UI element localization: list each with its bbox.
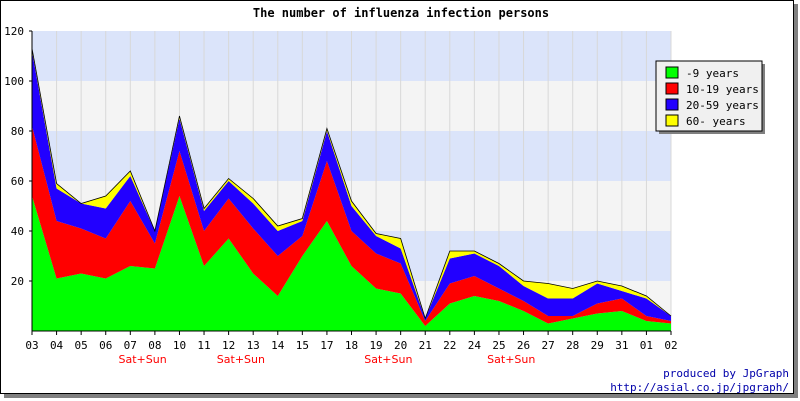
x-tick-label-6: 10 bbox=[173, 339, 186, 352]
x-tick-label-21: 27 bbox=[541, 339, 554, 352]
x-tick-label-22: 28 bbox=[566, 339, 579, 352]
x-tick-label-7: 11 bbox=[197, 339, 210, 352]
weekend-label-1: Sat+Sun bbox=[217, 353, 265, 366]
legend-label-0: -9 years bbox=[686, 67, 739, 80]
x-tick-label-14: 19 bbox=[369, 339, 382, 352]
legend: -9 years 10-19 years 20-59 years 60- years bbox=[655, 60, 765, 134]
x-tick-label-18: 24 bbox=[468, 339, 482, 352]
legend-label-3: 60- years bbox=[686, 115, 746, 128]
x-tick-label-13: 18 bbox=[345, 339, 358, 352]
x-tick-label-17: 22 bbox=[443, 339, 456, 352]
y-tick-label-40: 40 bbox=[11, 225, 24, 238]
x-tick-label-20: 26 bbox=[517, 339, 530, 352]
y-tick-label-120: 120 bbox=[4, 25, 24, 38]
x-tick-label-16: 21 bbox=[419, 339, 432, 352]
legend-label-1: 10-19 years bbox=[686, 83, 759, 96]
x-tick-label-15: 20 bbox=[394, 339, 407, 352]
y-tick-labels: 20 40 60 80 100 120 bbox=[4, 25, 32, 288]
x-tick-label-4: 07 bbox=[124, 339, 137, 352]
x-tick-label-5: 08 bbox=[148, 339, 161, 352]
weekend-labels: Sat+Sun Sat+Sun Sat+Sun Sat+Sun bbox=[119, 353, 536, 366]
x-tick-label-24: 31 bbox=[615, 339, 628, 352]
y-tick-label-100: 100 bbox=[4, 75, 24, 88]
x-tick-label-0: 03 bbox=[25, 339, 38, 352]
x-tick-label-2: 05 bbox=[75, 339, 88, 352]
x-tick-label-19: 25 bbox=[492, 339, 505, 352]
credit-producer: produced by JpGraph bbox=[663, 367, 789, 380]
x-tick-label-3: 06 bbox=[99, 339, 112, 352]
x-tick-label-9: 13 bbox=[247, 339, 260, 352]
x-tick-label-26: 02 bbox=[664, 339, 677, 352]
legend-label-2: 20-59 years bbox=[686, 99, 759, 112]
x-tick-labels: 03 04 05 06 07 08 10 11 12 13 14 15 17 18 19 20 21 22 24 25… bbox=[25, 331, 678, 352]
series-area-0 bbox=[32, 196, 671, 331]
x-tick-label-23: 29 bbox=[591, 339, 604, 352]
x-tick-label-25: 01 bbox=[640, 339, 653, 352]
credit-url[interactable]: http://asial.co.jp/jpgraph/ bbox=[610, 381, 789, 394]
x-tick-label-1: 04 bbox=[50, 339, 64, 352]
x-tick-label-8: 12 bbox=[222, 339, 235, 352]
chart-title: The number of influenza infection person… bbox=[253, 6, 549, 20]
y-tick-label-80: 80 bbox=[11, 125, 24, 138]
chart-frame: 20 40 60 80 100 120 03 04 05 06 07 08 10 11 12 13 14 15 1… bbox=[0, 0, 794, 394]
weekend-label-0: Sat+Sun bbox=[119, 353, 167, 366]
weekend-label-3: Sat+Sun bbox=[487, 353, 535, 366]
series-area-1 bbox=[32, 126, 671, 326]
x-tick-label-10: 14 bbox=[271, 339, 285, 352]
y-tick-label-60: 60 bbox=[11, 175, 24, 188]
x-tick-label-11: 15 bbox=[296, 339, 309, 352]
x-tick-label-12: 17 bbox=[320, 339, 333, 352]
series-area-2 bbox=[32, 51, 671, 321]
y-tick-label-20: 20 bbox=[11, 275, 24, 288]
legend-swatch-1 bbox=[665, 82, 679, 95]
stack-top-line bbox=[31, 48, 672, 320]
legend-swatch-3 bbox=[665, 114, 679, 127]
legend-items: -9 years 10-19 years 20-59 years 60- years bbox=[665, 66, 759, 128]
stacked-areas bbox=[31, 48, 672, 331]
legend-swatch-0 bbox=[665, 66, 679, 79]
weekend-label-2: Sat+Sun bbox=[364, 353, 412, 366]
legend-swatch-2 bbox=[665, 98, 679, 111]
